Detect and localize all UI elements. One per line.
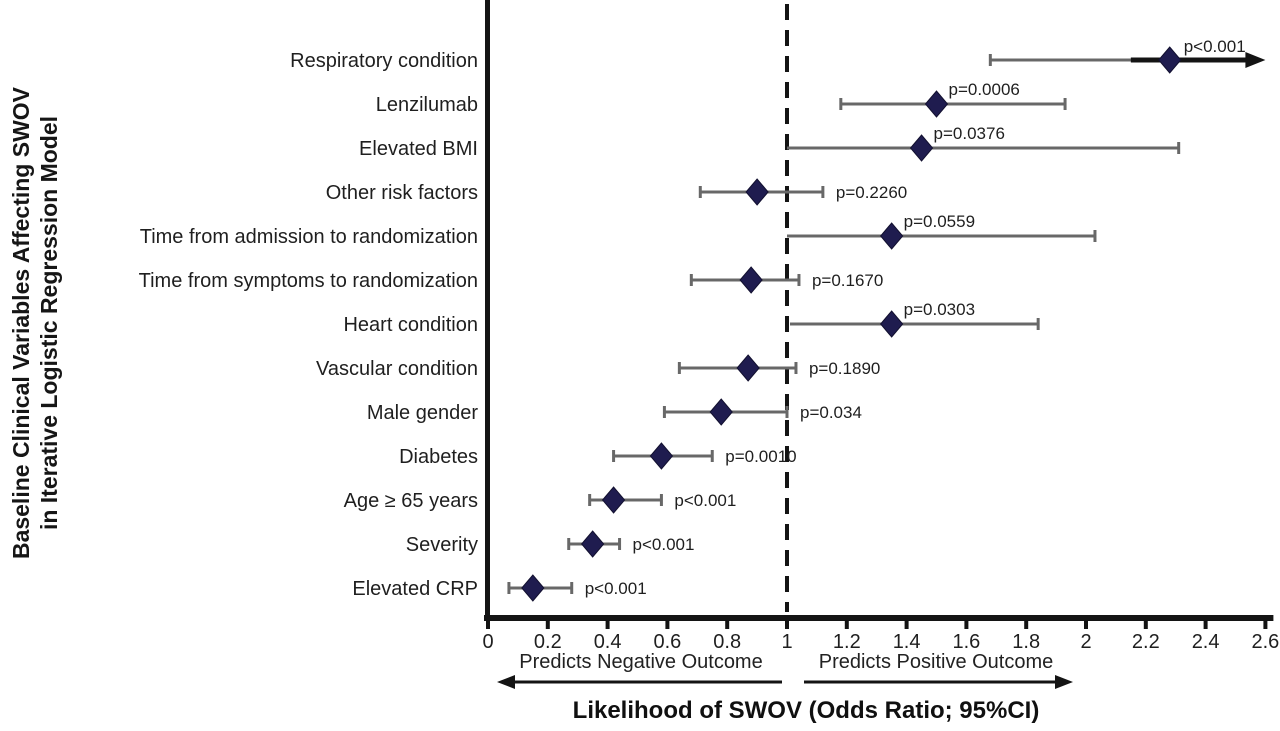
or-diamond-marker [736,354,760,382]
forest-row-label: Time from admission to randomization [140,226,478,248]
x-tick [725,621,730,629]
or-diamond-marker [879,222,904,250]
x-tick [844,621,849,629]
or-diamond-marker [601,486,626,514]
or-diamond-marker [739,266,763,294]
x-tick [1084,621,1088,629]
forest-row-label: Other risk factors [326,182,478,204]
x-tick-label: 1 [781,631,792,653]
forest-row-label: Vascular condition [316,358,478,380]
x-tick-label: 1.6 [952,631,980,653]
p-value-label: p=0.0559 [904,212,975,231]
or-diamond-marker [649,442,674,470]
p-value-label: p=0.1890 [809,359,880,378]
x-tick-label: 2.2 [1132,631,1160,653]
p-value-label: p=0.034 [800,403,862,422]
forest-row-label: Time from symptoms to randomization [139,270,478,292]
or-diamond-marker [521,574,545,602]
x-tick-label: 0.4 [594,631,622,653]
x-tick-label: 0.2 [534,631,562,653]
x-tick-label: 1.2 [833,631,861,653]
x-axis-title: Likelihood of SWOV (Odds Ratio; 95%CI) [572,697,1040,724]
or-diamond-marker [745,178,769,206]
x-tick [545,621,550,629]
p-value-label: p=0.1670 [812,271,883,290]
x-tick [1263,621,1268,629]
x-tick-label: 0 [482,631,493,653]
x-tick [665,621,670,629]
x-tick [1203,621,1208,629]
forest-row-label: Respiratory condition [290,50,478,72]
p-value-label: p<0.001 [585,579,647,598]
ci-arrowhead [1245,52,1266,68]
x-tick-label: 0.8 [713,631,741,653]
forest-row-label: Age ≥ 65 years [344,490,478,512]
x-tick-label: 2.6 [1251,631,1279,653]
y-axis-title-line1: Baseline Clinical Variables Affecting SW… [8,86,34,560]
p-value-label: p<0.001 [674,491,736,510]
p-value-label: p=0.0006 [949,80,1020,99]
forest-row-label: Severity [406,534,478,556]
x-tick-label: 2.4 [1192,631,1220,653]
negative-direction-arrowhead-icon [497,675,515,689]
x-tick [1143,621,1148,629]
x-tick-label: 1.8 [1012,631,1040,653]
y-axis-title: Baseline Clinical Variables Affecting SW… [7,13,63,633]
x-tick [1024,621,1029,629]
p-value-label: p=0.0376 [934,124,1005,143]
y-axis-title-line2: in Iterative Logistic Regression Model [36,115,62,531]
p-value-label: p=0.0303 [904,300,975,319]
forest-row-label: Heart condition [343,314,478,336]
forest-row-label: Diabetes [399,446,478,468]
x-tick [785,621,789,629]
forest-row-label: Elevated CRP [352,578,478,600]
p-value-label: p<0.001 [1184,37,1246,56]
x-tick [605,621,610,629]
or-diamond-marker [580,530,605,558]
x-tick-label: 1.4 [893,631,921,653]
or-diamond-marker [879,310,904,338]
x-tick [486,621,490,629]
positive-outcome-label: Predicts Positive Outcome [818,651,1054,673]
forest-row-label: Lenzilumab [376,94,478,116]
x-tick [964,621,969,629]
p-value-label: p=0.0010 [725,447,796,466]
forest-row-label: Male gender [367,402,479,424]
or-diamond-marker [909,134,934,162]
or-diamond-marker [924,90,949,118]
or-diamond-marker [709,398,733,426]
x-tick-label: 2 [1080,631,1091,653]
p-value-label: p=0.2260 [836,183,907,202]
x-axis-line [484,615,1274,621]
negative-outcome-label: Predicts Negative Outcome [519,651,763,673]
x-tick [904,621,909,629]
x-tick-label: 0.6 [653,631,681,653]
positive-direction-arrowhead-icon [1055,675,1073,689]
p-value-label: p<0.001 [633,535,695,554]
or-diamond-marker [1158,46,1182,74]
forest-row-label: Elevated BMI [359,138,478,160]
y-axis-line [485,0,490,621]
